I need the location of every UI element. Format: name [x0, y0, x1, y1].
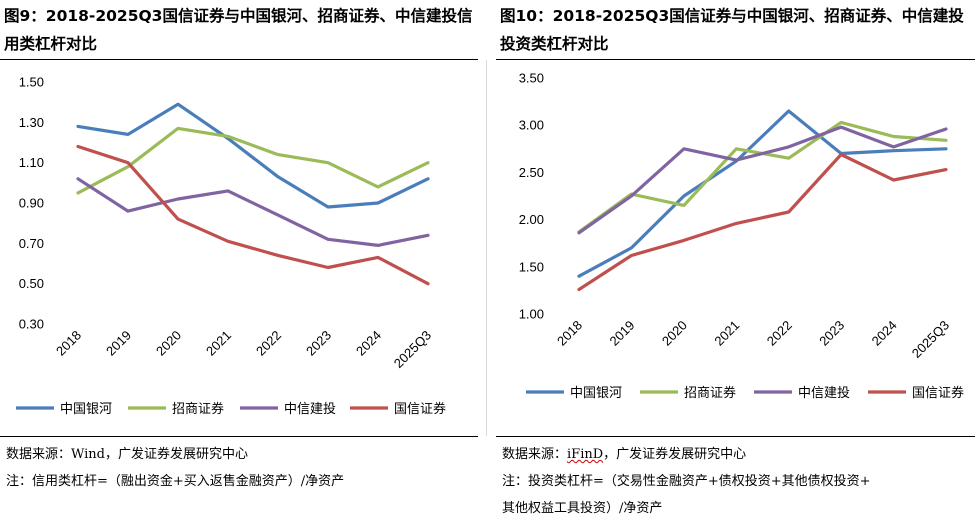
x-tick-label: 2024: [353, 328, 384, 359]
y-tick-label: 1.30: [19, 115, 44, 130]
chart-panel-credit-leverage: 图9：2018-2025Q3国信证券与中国银河、招商证券、中信建投信用类杠杆对比…: [0, 0, 478, 525]
series-line-中国银河: [76, 102, 430, 209]
series-line-中信建投: [76, 177, 430, 247]
y-tick-label: 0.90: [19, 196, 44, 211]
series-line-招商证券: [76, 126, 430, 195]
legend-label: 国信证券: [912, 385, 964, 401]
series-line-中国银河: [577, 109, 948, 278]
legend-label: 招商证券: [172, 401, 224, 417]
x-tick-label: 2021: [203, 328, 234, 359]
y-tick-label: 3.50: [519, 71, 544, 86]
x-tick-label: 2025Q3: [909, 318, 952, 361]
credit-leverage-chart: 1.50 1.30 1.10 0.90 0.70 0.50 0.30 2018 2019 2020…: [16, 75, 446, 417]
legend-label: 中国银河: [60, 402, 112, 417]
y-tick-label: 0.70: [19, 236, 44, 251]
note-line: 注：信用类杠杆=（融出资金+买入返售金融资产）/净资产: [6, 474, 345, 489]
x-tick-label: 2023: [816, 318, 847, 349]
source-text: 数据来源：Wind，广发证券发展研究中心: [6, 447, 248, 462]
notes: 数据来源：Wind，广发证券发展研究中心 注：信用类杠杆=（融出资金+买入返售金…: [6, 441, 474, 495]
source-prefix: 数据来源：: [502, 447, 568, 462]
notes-divider: [0, 436, 478, 437]
series-line-国信证券: [76, 144, 430, 286]
source-text: 数据来源：iFinD，广发证券发展研究中心: [502, 441, 971, 468]
x-tick-label: 2022: [764, 318, 795, 349]
source-suffix: ，广发证券发展研究中心: [603, 447, 747, 462]
chart-panel-investment-leverage: 图10：2018-2025Q3国信证券与中国银河、招商证券、中信建投投资类杠杆对…: [496, 0, 975, 525]
panel-separator: [486, 60, 487, 436]
y-tick-label: 1.10: [19, 155, 44, 170]
x-tick-label: 2025Q3: [391, 328, 434, 371]
legend-label: 中国银河: [570, 386, 622, 401]
notes-divider: [496, 436, 975, 437]
x-tick-label: 2019: [103, 328, 134, 359]
figure-title: 图9：2018-2025Q3国信证券与中国银河、招商证券、中信建投信用类杠杆对比: [4, 7, 473, 53]
source-highlight: iFinD: [567, 447, 604, 462]
series-line-国信证券: [577, 152, 948, 292]
legend-label: 中信建投: [284, 401, 336, 417]
x-tick-label: 2019: [606, 318, 637, 349]
note-line: 其他权益工具投资）/净资产: [502, 501, 663, 516]
y-tick-label: 0.50: [19, 276, 44, 291]
figure-title: 图10：2018-2025Q3国信证券与中国银河、招商证券、中信建投投资类杠杆对…: [500, 7, 964, 53]
y-tick-label: 1.50: [19, 75, 44, 90]
note-line: 注：投资类杠杆=（交易性金融资产+债权投资+其他债权投资+: [502, 474, 871, 489]
y-tick-label: 0.30: [19, 317, 44, 332]
y-tick-label: 3.00: [519, 118, 544, 133]
x-tick-label: 2023: [303, 328, 334, 359]
y-tick-label: 1.50: [519, 259, 544, 274]
x-tick-label: 2018: [554, 318, 585, 349]
title-divider: [0, 59, 478, 60]
x-tick-label: 2020: [153, 328, 184, 359]
x-tick-label: 2021: [711, 318, 742, 349]
x-tick-label: 2024: [869, 318, 900, 349]
title-divider: [496, 59, 975, 60]
y-tick-label: 2.00: [519, 212, 544, 227]
investment-leverage-chart: 3.50 3.00 2.50 2.00 1.50 1.00 2018 2019 2020 2021…: [519, 71, 964, 402]
legend-label: 中信建投: [798, 385, 850, 401]
series-line-中信建投: [577, 125, 948, 235]
y-tick-label: 2.50: [519, 165, 544, 180]
x-tick-label: 2020: [659, 318, 690, 349]
notes: 数据来源：iFinD，广发证券发展研究中心 注：投资类杠杆=（交易性金融资产+债…: [502, 441, 971, 522]
legend-label: 国信证券: [394, 401, 446, 417]
y-tick-label: 1.00: [519, 307, 544, 322]
legend-label: 招商证券: [684, 385, 736, 401]
x-tick-label: 2022: [253, 328, 284, 359]
x-tick-label: 2018: [53, 328, 84, 359]
